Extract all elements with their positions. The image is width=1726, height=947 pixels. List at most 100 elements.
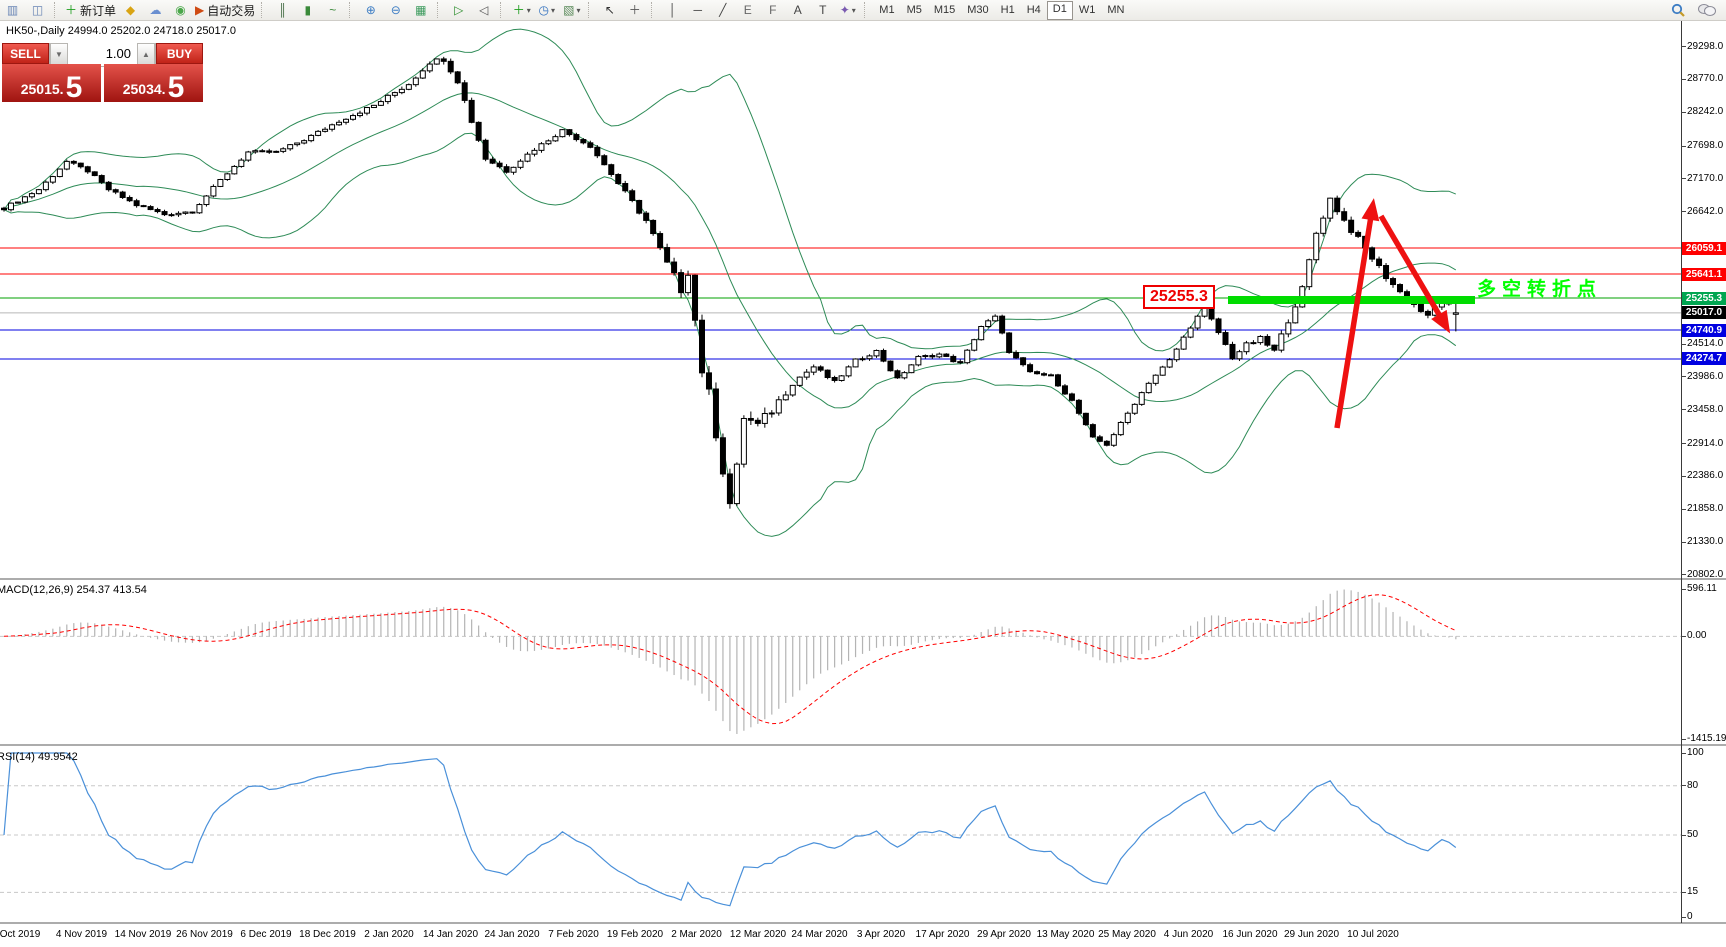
rsi-axis-tick: 50 <box>1680 829 1699 840</box>
date-axis-label: 14 Jan 2020 <box>422 929 479 940</box>
toolbar-separator <box>437 2 442 18</box>
periods-button[interactable]: ◷ ▾ <box>538 3 556 17</box>
date-axis-label: 17 Apr 2020 <box>915 929 970 940</box>
date-axis-label: 26 Nov 2019 <box>176 929 233 940</box>
price-level-lines <box>0 247 1681 360</box>
price-axis-tick: 28770.0 <box>1680 73 1724 85</box>
toolbar-separator <box>651 2 656 18</box>
toolbar-separator <box>349 2 354 18</box>
rsi-line <box>3 752 1457 907</box>
date-axis-label: 2 Jan 2020 <box>364 929 414 940</box>
autotrading-button[interactable]: ▶ 自动交易 <box>195 3 256 18</box>
date-axis-label: 29 Apr 2020 <box>977 929 1031 940</box>
timeframe-H4[interactable]: H4 <box>1026 3 1041 16</box>
chart-title: HK50-,Daily 24994.0 25202.0 24718.0 2501… <box>6 25 236 37</box>
zoom-in-icon[interactable]: ⊕ <box>365 3 376 17</box>
date-axis-label: 16 Jun 2020 <box>1222 929 1278 940</box>
price-level-badge: 24274.7 <box>1682 352 1726 366</box>
date-axis-label: 12 Mar 2020 <box>729 929 787 940</box>
price-axis-tick: 23986.0 <box>1680 370 1724 382</box>
signals-icon[interactable]: ◉ <box>175 3 186 17</box>
volume-spinner: ▼ 1.00 ▲ <box>49 43 156 67</box>
candlestick-chart-icon[interactable]: ▮ <box>304 3 312 17</box>
buy-price-dot: . <box>161 81 166 97</box>
tile-windows-icon[interactable]: ▦ <box>415 3 427 17</box>
window-icon[interactable]: ▥ <box>6 3 19 17</box>
support-zone-bar <box>1228 296 1475 304</box>
metaeditor-icon[interactable]: ◆ <box>125 3 136 17</box>
timeframe-MN[interactable]: MN <box>1107 3 1125 16</box>
toolbar-separator <box>864 2 869 18</box>
chat-icon[interactable] <box>1698 3 1716 17</box>
templates-button[interactable]: ▧ ▾ <box>563 3 581 17</box>
macd-histogram <box>10 589 1457 734</box>
timeframe-W1[interactable]: W1 <box>1078 3 1096 16</box>
date-axis-label: 2 Mar 2020 <box>671 929 722 940</box>
down-arrow-head <box>1431 309 1451 334</box>
analyst-annotations <box>1228 198 1475 429</box>
macd-panel <box>0 589 1681 734</box>
sell-price-dot: . <box>59 81 64 97</box>
timeframe-M1[interactable]: M1 <box>879 3 895 16</box>
price-level-badge: 24740.9 <box>1682 323 1726 337</box>
timeframe-M15[interactable]: M15 <box>933 3 956 16</box>
sell-button[interactable]: SELL <box>2 43 49 64</box>
date-axis-label: 24 Jan 2020 <box>484 929 540 940</box>
text-label-icon[interactable]: T <box>819 3 827 17</box>
timeframe-M30[interactable]: M30 <box>967 3 989 16</box>
timeframe-D1[interactable]: D1 <box>1046 0 1073 20</box>
buy-button[interactable]: BUY <box>156 43 203 64</box>
sell-price-pip: 5 <box>65 71 83 104</box>
main-toolbar: ▥ ◫ ＋新订单 ◆ ☁ ◉ ▶ 自动交易 ║ ▮ ~ ⊕ ⊖ ▦ ▷ ◁ ＋ ▾ ◷ ▾ ▧ ▾ ↖ ＋ │ ─ ╱ E F A T ✦ ▾ M… <box>0 0 1726 21</box>
volume-increase-button[interactable]: ▲ <box>137 43 155 66</box>
price-axis-tick: 23458.0 <box>1680 403 1724 415</box>
auto-scroll-icon[interactable]: ▷ <box>454 3 464 17</box>
crosshair-icon[interactable]: ＋ <box>628 3 641 17</box>
date-axis-label: 4 Jun 2020 <box>1163 929 1214 940</box>
support-level-price-label[interactable]: 25255.3 <box>1143 285 1215 309</box>
date-axis-label: 7 Feb 2020 <box>548 929 599 940</box>
indicators-button[interactable]: ＋ ▾ <box>512 3 531 17</box>
new-order-button[interactable]: ＋新订单 <box>65 3 117 18</box>
text-icon[interactable]: A <box>793 3 802 17</box>
date-axis-label: 29 Jun 2020 <box>1283 929 1340 940</box>
rsi-axis-tick: 0 <box>1681 911 1693 922</box>
chart-shift-icon[interactable]: ◁ <box>479 3 489 17</box>
sell-price-box[interactable]: 25015. 5 <box>2 64 101 104</box>
cursor-icon[interactable]: ↖ <box>604 3 615 17</box>
arrows-tool-button[interactable]: ✦ ▾ <box>839 3 856 17</box>
date-axis-label: 25 May 2020 <box>1098 929 1156 940</box>
annotation-text[interactable]: 多空转折点 <box>1477 279 1603 300</box>
fibonacci-icon[interactable]: F <box>769 3 777 17</box>
price-axis-tick: 28242.0 <box>1680 106 1724 118</box>
price-level-badge: 25641.1 <box>1682 267 1726 281</box>
profiles-icon[interactable]: ◫ <box>31 3 44 17</box>
timeframe-H1[interactable]: H1 <box>1000 3 1015 16</box>
price-level-badge: 26059.1 <box>1682 241 1726 255</box>
trendline-icon[interactable]: ╱ <box>719 3 727 17</box>
volume-decrease-button[interactable]: ▼ <box>50 43 68 66</box>
community-icon[interactable]: ☁ <box>149 3 162 17</box>
buy-price-box[interactable]: 25034. 5 <box>104 64 203 103</box>
equidistant-channel-icon[interactable]: E <box>743 3 752 17</box>
price-axis-tick: 27698.0 <box>1680 140 1724 152</box>
macd-axis-tick: 596.11 <box>1681 583 1717 594</box>
timeframe-M5[interactable]: M5 <box>906 3 922 16</box>
price-level-badge: 25017.0 <box>1682 306 1726 320</box>
horizontal-line-icon[interactable]: ─ <box>693 3 703 17</box>
date-axis-label: 19 Feb 2020 <box>606 929 664 940</box>
toolbar-separator <box>54 2 59 18</box>
volume-input[interactable]: 1.00 <box>105 46 131 61</box>
line-chart-icon[interactable]: ~ <box>329 3 337 17</box>
macd-axis-tick: -1415.19 <box>1680 733 1726 744</box>
date-axis-label: 4 Nov 2019 <box>55 929 108 940</box>
macd-indicator-label: MACD(12,26,9) 254.37 413.54 <box>0 584 147 596</box>
date-axis-label: 18 Dec 2019 <box>299 929 356 940</box>
vertical-line-icon[interactable]: │ <box>669 3 677 17</box>
price-level-badge: 25255.3 <box>1682 291 1726 305</box>
search-icon[interactable] <box>1671 3 1686 18</box>
bar-chart-icon[interactable]: ║ <box>278 3 288 17</box>
price-axis-tick: 20802.0 <box>1680 568 1724 580</box>
zoom-out-icon[interactable]: ⊖ <box>390 3 401 17</box>
